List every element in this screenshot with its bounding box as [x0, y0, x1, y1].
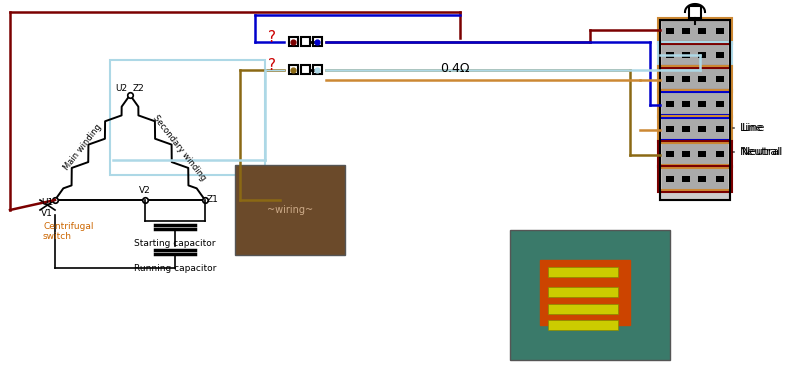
Bar	[666, 126, 674, 132]
Text: ?: ?	[268, 31, 276, 46]
Bar	[698, 151, 706, 157]
Text: Neutral: Neutral	[733, 147, 782, 157]
Bar	[716, 52, 724, 58]
Text: ~wiring~: ~wiring~	[267, 205, 313, 215]
Bar	[658, 90, 732, 117]
Bar	[660, 68, 730, 90]
Text: Line: Line	[733, 123, 763, 133]
Bar	[662, 68, 728, 90]
Bar	[660, 20, 730, 200]
Text: Secondary winding: Secondary winding	[151, 113, 208, 182]
Bar	[682, 52, 690, 58]
Bar	[658, 18, 732, 44]
Bar	[548, 320, 618, 330]
Bar	[658, 141, 732, 167]
Bar	[666, 151, 674, 157]
Bar	[716, 151, 724, 157]
Text: V2: V2	[139, 186, 151, 195]
Text: Starting capacitor: Starting capacitor	[134, 239, 216, 248]
Bar	[540, 260, 630, 325]
Bar	[716, 176, 724, 182]
Bar	[510, 230, 670, 360]
Bar	[662, 92, 728, 115]
Text: U2: U2	[115, 84, 127, 93]
Text: U1: U1	[41, 198, 53, 207]
Bar	[662, 118, 728, 140]
Bar	[658, 66, 732, 92]
Bar	[548, 287, 618, 297]
Text: Z1: Z1	[207, 196, 219, 204]
Text: Centrifugal
switch: Centrifugal switch	[43, 222, 94, 241]
Bar	[313, 65, 322, 74]
Bar	[662, 44, 728, 66]
Bar	[660, 20, 730, 42]
Bar	[660, 44, 730, 66]
Text: ?: ?	[268, 58, 276, 73]
Bar	[666, 100, 674, 107]
Bar	[660, 92, 730, 115]
Bar	[289, 65, 298, 74]
Bar	[660, 143, 730, 165]
Bar	[682, 151, 690, 157]
Text: V1: V1	[41, 209, 53, 218]
Bar	[301, 65, 310, 74]
Bar	[548, 267, 618, 277]
Bar	[689, 6, 701, 18]
Bar	[682, 126, 690, 132]
Bar	[666, 176, 674, 182]
Bar	[660, 168, 730, 190]
Text: Line: Line	[742, 123, 766, 133]
Bar	[682, 176, 690, 182]
Bar	[660, 20, 730, 200]
Bar	[716, 126, 724, 132]
Bar	[666, 28, 674, 34]
Bar	[658, 166, 732, 192]
Bar	[716, 100, 724, 107]
Bar	[698, 176, 706, 182]
Bar	[698, 28, 706, 34]
Text: Main winding: Main winding	[62, 123, 103, 172]
Bar	[716, 28, 724, 34]
Bar	[658, 42, 732, 68]
Bar	[698, 76, 706, 82]
Bar	[698, 52, 706, 58]
Bar	[658, 116, 732, 142]
Bar	[289, 37, 298, 46]
Bar	[301, 37, 310, 46]
Bar	[662, 143, 728, 165]
Bar	[698, 100, 706, 107]
Bar	[110, 60, 265, 175]
Text: Z2: Z2	[133, 84, 145, 93]
Text: Running capacitor: Running capacitor	[134, 264, 216, 273]
Bar	[716, 76, 724, 82]
Bar	[682, 28, 690, 34]
Bar	[662, 20, 728, 42]
Text: Neutral: Neutral	[742, 147, 783, 157]
Bar	[698, 126, 706, 132]
Bar	[548, 304, 618, 314]
Bar	[660, 118, 730, 140]
Text: 0.4Ω: 0.4Ω	[440, 61, 470, 74]
Bar	[662, 168, 728, 190]
Bar	[666, 52, 674, 58]
Bar	[666, 76, 674, 82]
Bar	[235, 165, 345, 255]
Bar	[682, 100, 690, 107]
Bar	[313, 37, 322, 46]
Bar	[682, 76, 690, 82]
